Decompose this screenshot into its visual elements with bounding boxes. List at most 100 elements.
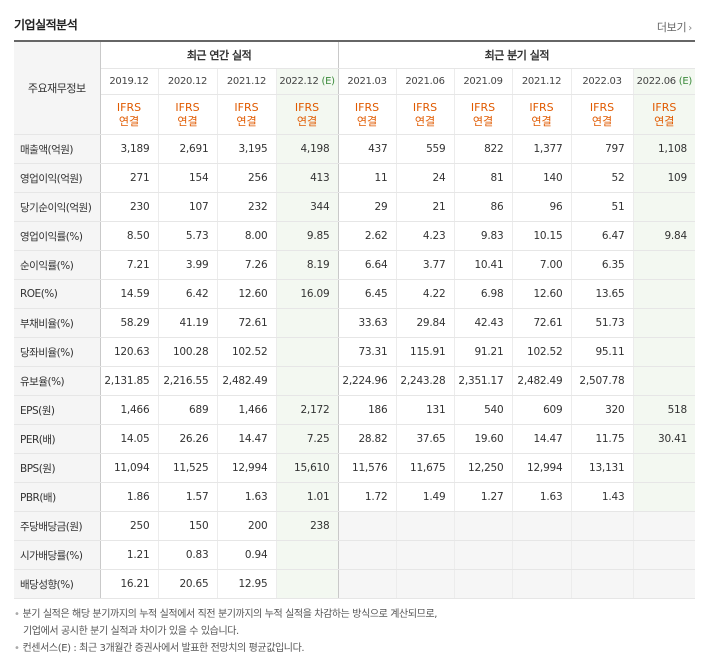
table-cell: 13.65 xyxy=(570,279,634,309)
table-cell: 52 xyxy=(570,163,634,193)
table-cell: 344 xyxy=(275,192,339,222)
more-link[interactable]: 더보기 › xyxy=(657,19,692,35)
ifrs-label: IFRS xyxy=(412,100,438,114)
table-cell xyxy=(275,366,339,396)
consolidated-label: 연결 xyxy=(472,114,494,128)
quarter-group-header: 최근 분기 실적 xyxy=(338,40,696,69)
table-cell: 1.63 xyxy=(216,482,276,512)
row-label: 당좌비율(%) xyxy=(14,337,101,367)
row-label: 시가배당률(%) xyxy=(14,540,101,570)
ifrs-label: IFRS xyxy=(175,100,200,114)
table-cell: 232 xyxy=(216,192,276,222)
accounting-standard: IFRS 연결 xyxy=(395,94,455,135)
table-cell: 1.72 xyxy=(338,482,397,512)
table-cell: 2,131.85 xyxy=(100,366,158,396)
table-cell: 11,094 xyxy=(100,453,158,483)
note-line-1: 분기 실적은 해당 분기까지의 누적 실적에서 직전 분기까지의 누적 실적을 … xyxy=(22,609,438,620)
table-cell xyxy=(453,511,513,541)
more-label[interactable]: 더보기 xyxy=(656,21,687,34)
ifrs-label: IFRS xyxy=(589,100,615,114)
table-cell: 200 xyxy=(216,511,276,541)
row-label: 부채비율(%) xyxy=(14,308,101,338)
chevron-right-icon: › xyxy=(688,23,692,34)
table-cell: 7.25 xyxy=(275,424,339,454)
table-cell: 540 xyxy=(453,395,513,425)
accounting-standard: IFRS 연결 xyxy=(570,94,634,135)
table-cell: 37.65 xyxy=(395,424,455,454)
consolidated-label: 연결 xyxy=(654,114,675,128)
table-row: 영업이익률(%) 8.50 5.73 8.00 9.85 2.62 4.23 9.83 10.1… xyxy=(14,221,696,251)
table-cell: 6.35 xyxy=(570,250,634,280)
table-cell: 6.47 xyxy=(570,221,634,251)
table-row: 매출액(억원) 3,189 2,691 3,195 4,198 437 559 822 1,37… xyxy=(14,134,696,164)
table-cell: 12.60 xyxy=(511,279,572,309)
table-cell xyxy=(395,540,455,570)
table-cell xyxy=(632,366,696,396)
table-cell: 609 xyxy=(511,395,572,425)
table-cell: 11,675 xyxy=(395,453,455,483)
period-label: 2022.03 xyxy=(582,76,622,87)
consolidated-label: 연결 xyxy=(531,114,552,128)
table-cell: 10.15 xyxy=(511,221,572,251)
row-label: PER(배) xyxy=(14,424,101,454)
table-cell xyxy=(338,569,397,599)
table-row: ROE(%) 14.59 6.42 12.60 16.09 6.45 4.22 6.98 12.… xyxy=(14,279,696,309)
table-cell: 81 xyxy=(453,163,513,193)
table-cell: 14.47 xyxy=(216,424,276,454)
table-cell: 0.94 xyxy=(216,540,276,570)
table-cell xyxy=(511,540,572,570)
table-cell: 91.21 xyxy=(453,337,513,367)
table-cell: 1,377 xyxy=(511,134,572,164)
table-cell: 238 xyxy=(275,511,339,541)
table-cell: 320 xyxy=(570,395,634,425)
table-cell: 29 xyxy=(338,192,397,222)
table-cell: 271 xyxy=(100,163,158,193)
table-cell: 230 xyxy=(100,192,158,222)
accounting-standard: IFRS 연결 xyxy=(100,94,158,135)
table-cell xyxy=(632,511,696,541)
table-row: 당좌비율(%) 120.63 100.28 102.52 73.31 115.91 91.2… xyxy=(14,337,696,367)
table-cell: 1.01 xyxy=(275,482,339,512)
ifrs-label: IFRS xyxy=(294,100,320,114)
table-cell xyxy=(632,250,696,280)
consolidated-label: 연결 xyxy=(296,114,318,128)
period-header: 2022.03 xyxy=(570,68,634,95)
row-label: 순이익률(%) xyxy=(14,250,101,280)
table-cell: 8.19 xyxy=(275,250,339,280)
table-cell: 14.05 xyxy=(100,424,158,454)
table-cell xyxy=(275,569,339,599)
accounting-standard: IFRS 연결 xyxy=(338,94,397,135)
table-cell: 41.19 xyxy=(157,308,217,338)
table-cell: 2,351.17 xyxy=(453,366,513,396)
table-cell: 437 xyxy=(338,134,397,164)
period-header: 2021.06 xyxy=(395,68,455,95)
table-cell: 26.26 xyxy=(157,424,217,454)
consolidated-label: 연결 xyxy=(414,114,436,128)
table-cell xyxy=(395,569,455,599)
table-cell: 6.98 xyxy=(453,279,513,309)
period-label: 2019.12 xyxy=(109,76,149,87)
table-cell: 6.64 xyxy=(338,250,397,280)
note-line-3: 컨센서스(E) : 최근 3개월간 증권사에서 발표한 전망치의 평균값입니다. xyxy=(22,643,305,654)
table-cell: 12.60 xyxy=(216,279,276,309)
period-label: 2022.06 xyxy=(636,76,677,87)
table-row: 유보율(%) 2,131.85 2,216.55 2,482.49 2,224.96 2,… xyxy=(14,366,696,396)
table-cell: 1,466 xyxy=(216,395,276,425)
table-cell: 115.91 xyxy=(395,337,455,367)
table-cell: 120.63 xyxy=(100,337,158,367)
row-label: 영업이익(억원) xyxy=(14,163,101,193)
table-cell: 3.77 xyxy=(395,250,455,280)
table-cell: 9.84 xyxy=(632,221,696,251)
ifrs-label: IFRS xyxy=(234,100,259,114)
table-cell: 2,216.55 xyxy=(157,366,217,396)
table-cell: 24 xyxy=(395,163,455,193)
table-cell: 559 xyxy=(395,134,455,164)
table-cell: 1,466 xyxy=(100,395,158,425)
table-cell: 2,482.49 xyxy=(511,366,572,396)
table-cell: 0.83 xyxy=(157,540,217,570)
consolidated-label: 연결 xyxy=(118,114,140,128)
table-cell: 8.00 xyxy=(216,221,276,251)
table-cell: 13,131 xyxy=(570,453,634,483)
table-cell: 7.21 xyxy=(100,250,158,280)
table-cell xyxy=(453,540,513,570)
